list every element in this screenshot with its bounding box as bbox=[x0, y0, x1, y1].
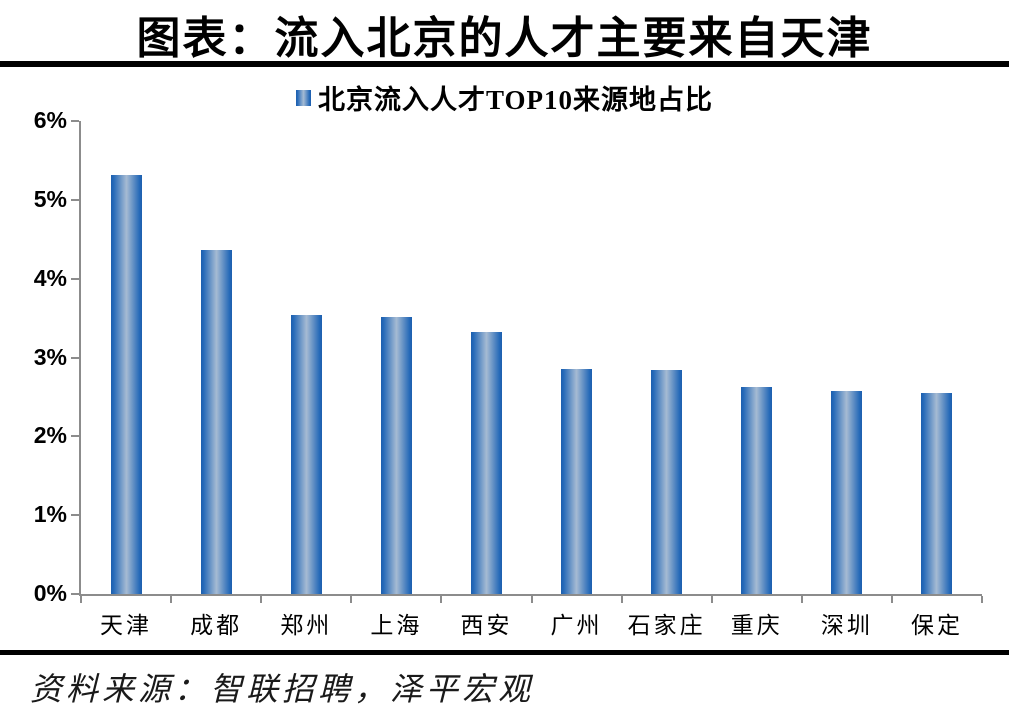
x-axis-label-石家庄: 石家庄 bbox=[627, 613, 706, 638]
x-axis-label-广州: 广州 bbox=[550, 613, 603, 638]
bar-深圳 bbox=[831, 390, 863, 594]
y-axis-label: 4% bbox=[33, 264, 67, 291]
page-title: 图表：流入北京的人才主要来自天津 bbox=[136, 14, 873, 63]
y-axis-label: 5% bbox=[33, 185, 67, 212]
bar-石家庄 bbox=[651, 370, 683, 594]
y-axis-label: 3% bbox=[33, 343, 67, 370]
bottom-divider-rule bbox=[0, 650, 1009, 655]
x-axis-tick bbox=[890, 596, 893, 603]
plot-area: 0% 1% 2% 3% 4% 5% 6% 天津 成都 郑州 上海 西安 广州 石家庄 重庆 深圳 保定 bbox=[34, 109, 983, 638]
x-axis-tick bbox=[350, 596, 353, 603]
legend-label: 北京流入人才TOP10来源地占比 bbox=[317, 85, 713, 115]
bar-上海 bbox=[380, 317, 412, 594]
x-axis-tick bbox=[260, 596, 263, 603]
bar-广州 bbox=[561, 368, 593, 594]
bar-西安 bbox=[470, 331, 502, 594]
x-axis-tick bbox=[80, 596, 82, 603]
y-axis-tick bbox=[71, 120, 79, 122]
y-axis-tick bbox=[71, 435, 79, 438]
x-axis-tick bbox=[530, 596, 533, 603]
y-axis-tick bbox=[71, 277, 79, 280]
y-axis-label: 2% bbox=[33, 422, 67, 449]
chart-legend: 北京流入人才TOP10来源地占比 bbox=[0, 78, 1009, 117]
x-axis-tick bbox=[620, 596, 623, 603]
x-axis-tick bbox=[170, 596, 173, 603]
y-axis-label: 1% bbox=[33, 501, 67, 528]
x-axis-label-重庆: 重庆 bbox=[730, 613, 783, 638]
x-axis-label-西安: 西安 bbox=[460, 613, 513, 638]
x-axis-tick bbox=[800, 596, 803, 603]
x-axis-label-上海: 上海 bbox=[370, 613, 423, 638]
source-note: 资料来源：智联招聘，泽平宏观 bbox=[30, 671, 535, 707]
y-axis-tick bbox=[71, 356, 79, 359]
y-axis-tick bbox=[71, 593, 79, 595]
x-axis-tick bbox=[710, 596, 713, 603]
y-axis-tick bbox=[71, 198, 79, 201]
x-axis-label-成都: 成都 bbox=[190, 613, 243, 638]
bar-成都 bbox=[200, 250, 232, 594]
bar-重庆 bbox=[741, 387, 773, 594]
y-axis-label: 0% bbox=[33, 580, 67, 606]
bar-保定 bbox=[921, 392, 953, 594]
x-axis-label-保定: 保定 bbox=[910, 613, 963, 638]
y-axis-label: 6% bbox=[33, 107, 67, 133]
x-axis-label-郑州: 郑州 bbox=[280, 613, 333, 638]
x-axis-tick bbox=[981, 596, 983, 603]
legend-marker-icon bbox=[295, 89, 311, 106]
y-axis-tick bbox=[71, 514, 79, 517]
top-divider-rule bbox=[0, 61, 1009, 67]
x-axis-label-天津: 天津 bbox=[100, 613, 153, 638]
bar-天津 bbox=[110, 175, 142, 594]
bar-郑州 bbox=[290, 314, 322, 594]
x-axis-label-深圳: 深圳 bbox=[820, 613, 873, 638]
x-axis-tick bbox=[440, 596, 443, 603]
